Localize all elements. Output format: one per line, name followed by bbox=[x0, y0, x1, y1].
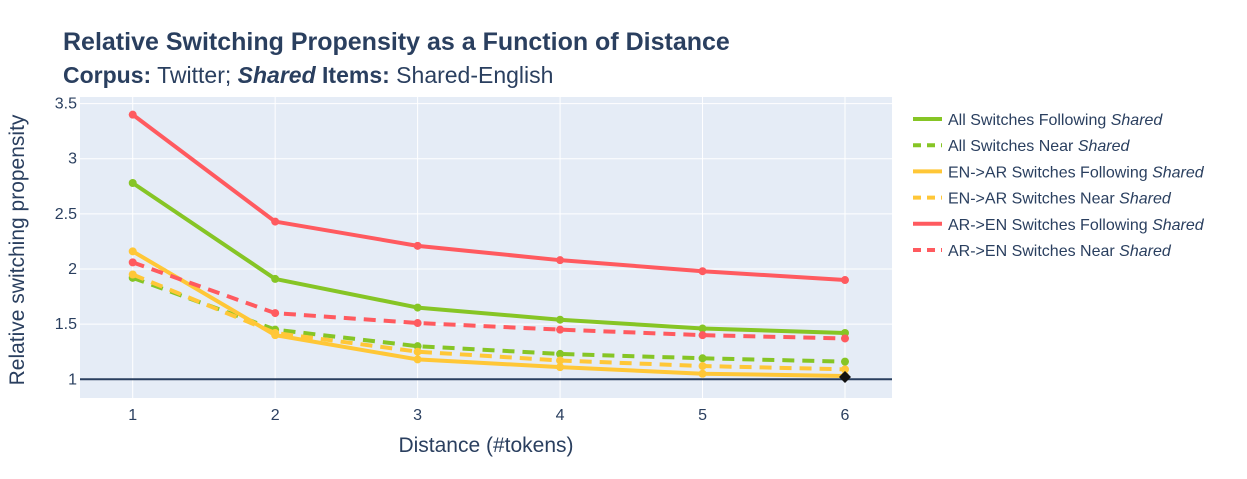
y-tick-label-3: 2.5 bbox=[55, 206, 77, 223]
legend-label-italic-2: Shared bbox=[1152, 164, 1205, 181]
x-tick-label-3: 4 bbox=[556, 407, 565, 424]
y-tick-label-4: 3 bbox=[68, 151, 77, 168]
legend-label-italic-5: Shared bbox=[1119, 243, 1172, 260]
subtitle-corpus-value: Twitter; bbox=[151, 62, 238, 88]
tick-labels: 1 2 3 4 5 6 1 1.5 2 2.5 3 3.5 bbox=[55, 96, 850, 424]
x-tick-label-4: 5 bbox=[698, 407, 707, 424]
data-point-s4-2[interactable] bbox=[413, 241, 422, 250]
legend-label-4: AR->EN Switches Following Shared bbox=[948, 217, 1205, 234]
x-tick-label-0: 1 bbox=[128, 407, 137, 424]
legend-item-4[interactable]: AR->EN Switches Following Shared bbox=[913, 217, 1205, 234]
subtitle-shared-word: Shared bbox=[238, 62, 317, 88]
data-point-s4-4[interactable] bbox=[698, 267, 707, 276]
data-point-s3-2[interactable] bbox=[413, 347, 422, 356]
data-point-s4-0[interactable] bbox=[128, 110, 137, 119]
data-point-s5-5[interactable] bbox=[840, 334, 849, 343]
legend-label-italic-0: Shared bbox=[1111, 112, 1164, 129]
data-point-s0-3[interactable] bbox=[556, 315, 565, 324]
series-line-0 bbox=[131, 181, 846, 335]
data-point-s2-2[interactable] bbox=[413, 355, 422, 364]
data-point-s5-1[interactable] bbox=[271, 309, 280, 318]
series-line-4 bbox=[131, 113, 846, 283]
legend-label-text-4: AR->EN Switches Following bbox=[948, 217, 1152, 234]
y-tick-label-0: 1 bbox=[68, 371, 77, 388]
legend-label-text-5: AR->EN Switches Near bbox=[948, 243, 1119, 260]
data-point-s1-4[interactable] bbox=[698, 354, 707, 363]
data-point-s3-4[interactable] bbox=[698, 362, 707, 371]
legend-label-italic-1: Shared bbox=[1078, 138, 1131, 155]
legend-item-3[interactable]: EN->AR Switches Near Shared bbox=[913, 191, 1172, 208]
legend-label-2: EN->AR Switches Following Shared bbox=[948, 164, 1205, 181]
legend-item-0[interactable]: All Switches Following Shared bbox=[913, 112, 1163, 129]
subtitle-items-label: Items: bbox=[316, 62, 390, 88]
data-point-s3-5[interactable] bbox=[840, 365, 849, 374]
y-axis-title: Relative switching propensity bbox=[6, 114, 29, 385]
data-point-s5-0[interactable] bbox=[128, 258, 137, 267]
subtitle-corpus-label: Corpus: bbox=[63, 62, 151, 88]
data-point-s0-0[interactable] bbox=[128, 179, 137, 187]
legend-item-5[interactable]: AR->EN Switches Near Shared bbox=[913, 243, 1172, 260]
data-point-s2-3[interactable] bbox=[556, 363, 565, 372]
x-tick-label-1: 2 bbox=[271, 407, 280, 424]
data-point-s0-1[interactable] bbox=[271, 274, 280, 283]
data-point-s5-3[interactable] bbox=[556, 325, 565, 334]
series-line-5 bbox=[132, 260, 846, 341]
data-point-s3-3[interactable] bbox=[556, 356, 565, 365]
data-point-s0-2[interactable] bbox=[413, 303, 422, 312]
subtitle-items-value: Shared-English bbox=[390, 62, 554, 88]
legend-item-1[interactable]: All Switches Near Shared bbox=[913, 138, 1131, 155]
legend-label-italic-3: Shared bbox=[1119, 191, 1172, 208]
data-point-s0-4[interactable] bbox=[698, 324, 707, 333]
x-axis-title: Distance (#tokens) bbox=[398, 434, 573, 457]
legend-label-3: EN->AR Switches Near Shared bbox=[948, 191, 1172, 208]
legend-label-5: AR->EN Switches Near Shared bbox=[948, 243, 1172, 260]
data-point-s4-1[interactable] bbox=[271, 217, 280, 226]
data-point-s5-2[interactable] bbox=[413, 319, 422, 328]
data-point-s2-0[interactable] bbox=[128, 247, 137, 256]
legend-label-text-2: EN->AR Switches Following bbox=[948, 164, 1152, 181]
data-point-s4-3[interactable] bbox=[556, 256, 565, 265]
legend-label-text-3: EN->AR Switches Near bbox=[948, 191, 1119, 208]
data-point-s2-4[interactable] bbox=[698, 369, 707, 378]
marker-diamond[interactable] bbox=[838, 371, 851, 384]
legend-label-1: All Switches Near Shared bbox=[948, 138, 1131, 155]
data-point-s1-2[interactable] bbox=[413, 342, 422, 351]
y-tick-label-5: 3.5 bbox=[55, 96, 77, 113]
data-point-s1-5[interactable] bbox=[840, 357, 849, 366]
x-tick-label-5: 6 bbox=[841, 407, 850, 424]
data-point-s5-4[interactable] bbox=[698, 331, 707, 340]
data-point-s3-1[interactable] bbox=[271, 328, 280, 337]
data-point-s4-5[interactable] bbox=[840, 276, 849, 285]
data-point-s3-0[interactable] bbox=[128, 270, 137, 279]
chart-title: Relative Switching Propensity as a Funct… bbox=[63, 28, 730, 56]
data-point-s1-3[interactable] bbox=[556, 349, 565, 358]
y-tick-label-1: 1.5 bbox=[55, 316, 77, 333]
series-lines bbox=[128, 110, 851, 384]
chart-subtitle: Corpus: Twitter; Shared Items: Shared-En… bbox=[63, 62, 553, 88]
plot-area bbox=[80, 97, 892, 398]
legend-label-italic-4: Shared bbox=[1152, 217, 1205, 234]
legend-label-0: All Switches Following Shared bbox=[948, 112, 1163, 129]
legend-label-text-1: All Switches Near bbox=[948, 138, 1078, 155]
data-point-s0-5[interactable] bbox=[840, 328, 849, 337]
series-line-3 bbox=[131, 272, 846, 372]
x-tick-label-2: 3 bbox=[413, 407, 422, 424]
legend-item-2[interactable]: EN->AR Switches Following Shared bbox=[913, 164, 1205, 181]
y-tick-label-2: 2 bbox=[68, 261, 77, 278]
legend-label-text-0: All Switches Following bbox=[948, 112, 1111, 129]
